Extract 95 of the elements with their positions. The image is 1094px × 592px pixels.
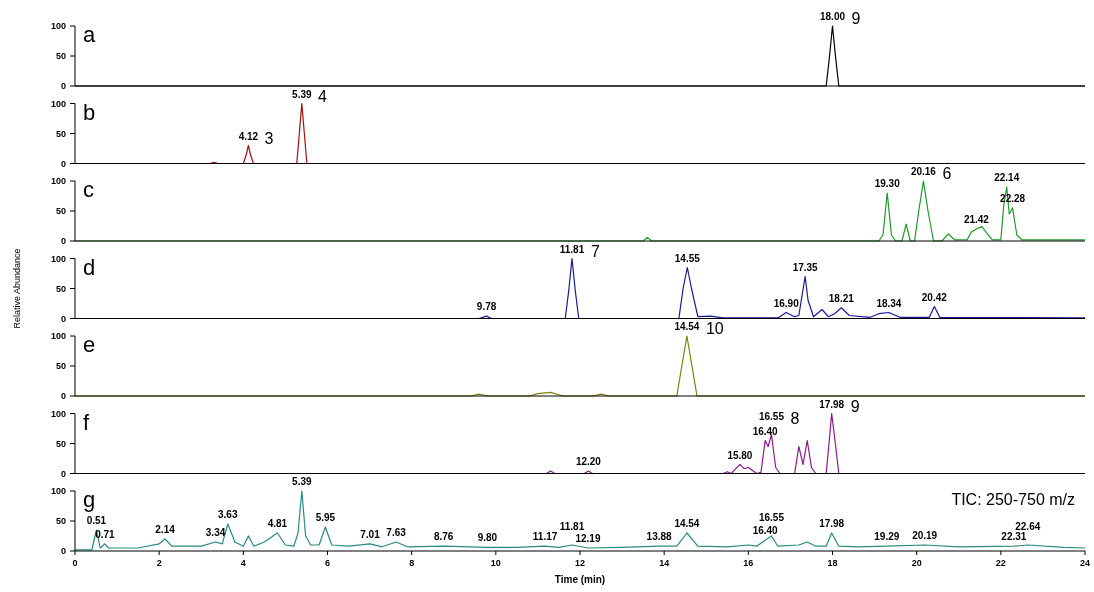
compound-number: 10 xyxy=(705,320,724,337)
annotation: 5.95 xyxy=(315,512,336,523)
compound-number: 3 xyxy=(264,129,274,147)
annotation: 9.80 xyxy=(477,532,498,544)
annotation: 16.55 xyxy=(758,512,785,523)
y-tick-label: 0 xyxy=(60,468,66,479)
annotation: 18.34 xyxy=(876,297,902,309)
x-tick-label: 4 xyxy=(240,558,246,568)
annotation: 5.39 xyxy=(292,88,312,100)
annotation: 13.88 xyxy=(646,531,673,543)
y-tick-label: 0 xyxy=(60,81,66,92)
x-axis-title: Time (min) xyxy=(554,574,606,585)
annotation: 14.54 xyxy=(674,518,700,529)
chart-title: b xyxy=(83,99,96,125)
x-tick-label: 0 xyxy=(72,558,78,568)
annotation: 22.14 xyxy=(994,172,1020,183)
y-tick-label: 50 xyxy=(55,516,66,527)
annotation: 17.98 xyxy=(819,398,845,410)
annotation: 11.17 xyxy=(532,531,558,543)
annotation: 11.81 xyxy=(559,521,585,532)
annotation: 17.98 xyxy=(819,518,845,529)
y-tick-label: 50 xyxy=(55,283,66,294)
annotation: 16.40 xyxy=(752,525,779,537)
annotation: 22.64 xyxy=(1015,521,1041,532)
y-tick-label: 100 xyxy=(50,486,66,497)
annotation: 14.55 xyxy=(674,252,701,264)
y-tick-label: 50 xyxy=(55,206,66,217)
y-axis-title: Relative Abundance xyxy=(12,248,22,329)
annotation: 20.19 xyxy=(912,530,938,541)
annotation: 16.55 xyxy=(758,410,785,422)
y-tick-label: 50 xyxy=(55,128,66,139)
chart-title: c xyxy=(83,177,94,202)
y-tick-label: 50 xyxy=(55,438,66,449)
annotation: 3.63 xyxy=(218,509,238,520)
x-tick-label: 24 xyxy=(1079,558,1091,568)
y-tick-label: 0 xyxy=(60,158,66,169)
chart-title: e xyxy=(83,332,96,357)
x-tick-label: 22 xyxy=(995,558,1006,568)
annotation: 2.14 xyxy=(155,524,176,535)
x-tick-label: 18 xyxy=(827,558,838,568)
compound-number: 9 xyxy=(851,10,861,27)
annotation: 15.80 xyxy=(727,449,753,461)
y-tick-label: 50 xyxy=(55,51,66,62)
annotation: 18.00 xyxy=(819,11,846,22)
compound-number: 8 xyxy=(790,409,800,427)
y-tick-label: 0 xyxy=(60,546,66,557)
y-tick-label: 0 xyxy=(60,236,66,247)
x-tick-label: 10 xyxy=(490,558,501,568)
annotation: 19.30 xyxy=(874,178,901,189)
annotation: 8.76 xyxy=(433,531,454,543)
y-tick-label: 100 xyxy=(50,176,66,187)
x-tick-label: 20 xyxy=(911,558,922,568)
annotation: 12.19 xyxy=(575,533,601,544)
chart-title: a xyxy=(83,22,96,47)
x-tick-label: 14 xyxy=(659,558,670,568)
compound-number: 7 xyxy=(591,242,600,260)
chart-title: g xyxy=(83,487,96,512)
annotation: 4.81 xyxy=(267,518,288,529)
annotation: 4.12 xyxy=(238,130,259,142)
y-tick-label: 100 xyxy=(50,21,66,32)
annotation: 14.54 xyxy=(674,321,700,332)
annotation: 11.81 xyxy=(559,243,585,255)
annotation: 5.39 xyxy=(292,476,312,487)
compound-number: 4 xyxy=(318,87,327,105)
annotation: 0.51 xyxy=(86,515,107,526)
annotation: 17.35 xyxy=(792,261,819,273)
chart-title: d xyxy=(83,254,96,280)
annotation: 16.40 xyxy=(752,425,779,437)
x-tick-label: 6 xyxy=(324,558,331,568)
compound-number: 6 xyxy=(942,165,952,182)
annotation: 19.29 xyxy=(874,531,900,543)
y-tick-label: 50 xyxy=(55,361,66,372)
y-tick-label: 0 xyxy=(60,391,66,402)
x-tick-label: 2 xyxy=(156,558,162,568)
y-tick-label: 100 xyxy=(50,98,66,109)
compound-number: 9 xyxy=(850,397,860,415)
y-tick-label: 100 xyxy=(50,253,66,264)
annotation: 16.90 xyxy=(773,297,800,309)
annotation: 12.20 xyxy=(575,456,602,468)
y-tick-label: 100 xyxy=(50,408,66,419)
x-tick-label: 8 xyxy=(409,558,415,568)
annotation: 20.42 xyxy=(921,291,948,303)
annotation: 7.01 xyxy=(360,528,381,540)
annotation: 20.16 xyxy=(910,166,937,177)
y-tick-label: 100 xyxy=(50,331,66,342)
y-tick-label: 0 xyxy=(60,313,66,324)
annotation: 7.63 xyxy=(386,527,407,538)
annotation: 18.21 xyxy=(828,292,855,304)
annotation: 22.31 xyxy=(1001,531,1027,543)
x-tick-label: 16 xyxy=(743,558,754,568)
annotation: 21.42 xyxy=(963,214,990,225)
x-tick-label: 12 xyxy=(574,558,586,568)
annotation: 9.78 xyxy=(476,301,497,313)
chart-subtitle: TIC: 250-750 m/z xyxy=(951,491,1075,508)
chart-title: f xyxy=(83,409,90,435)
